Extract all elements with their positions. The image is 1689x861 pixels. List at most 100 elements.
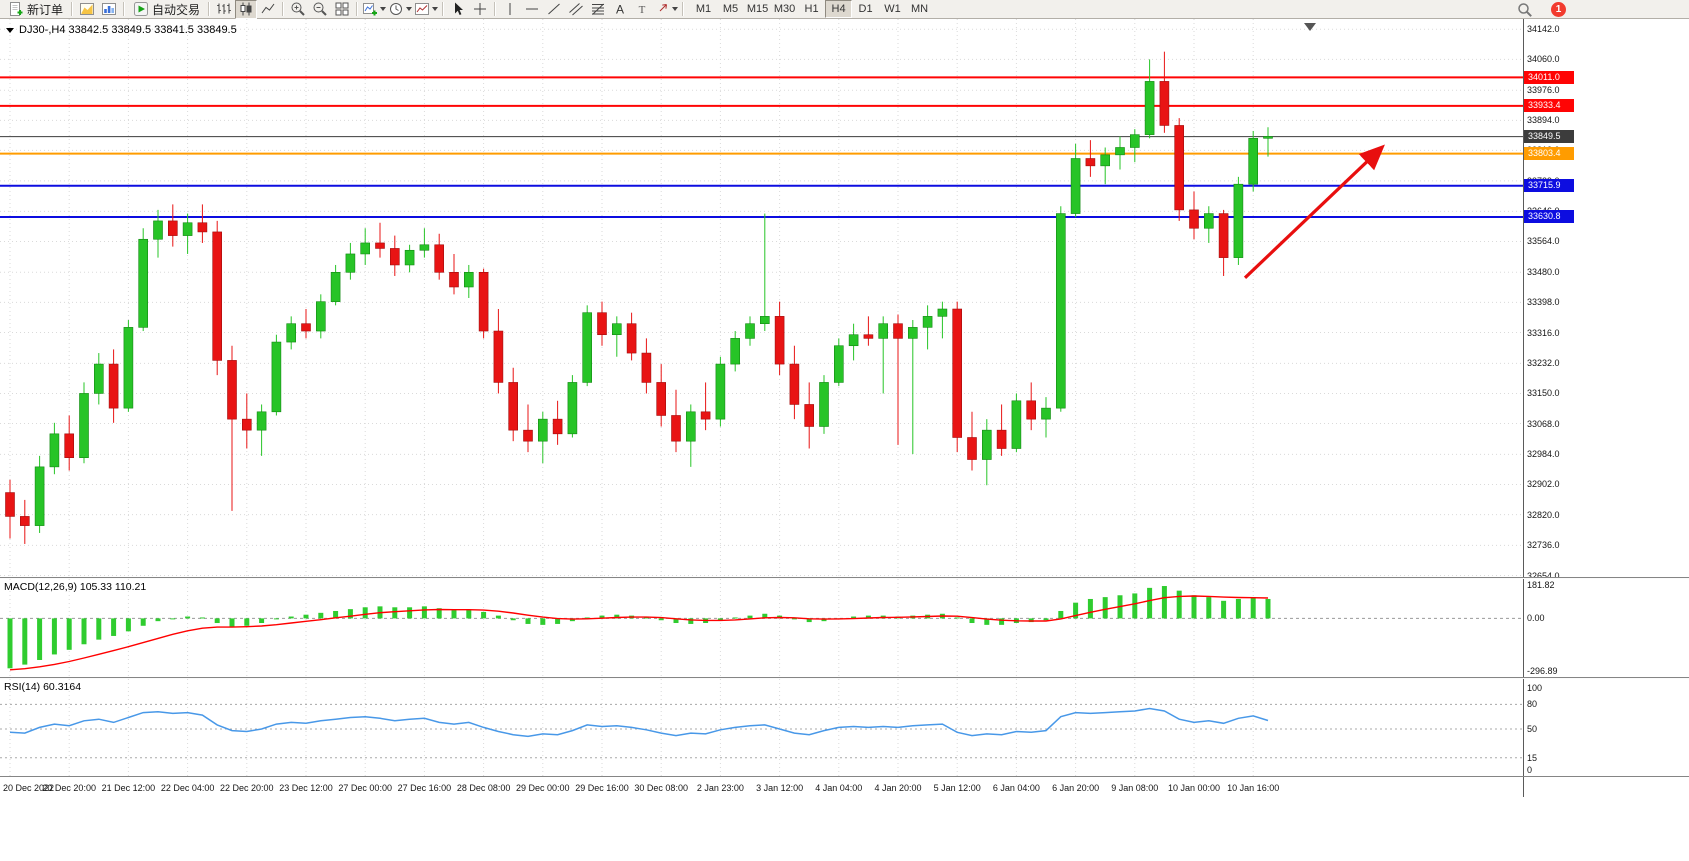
price-level-badge: 34011.0 bbox=[1524, 70, 1574, 84]
toolbar-separator bbox=[123, 2, 126, 16]
grid-horizontal bbox=[0, 28, 1523, 577]
toolbar-separator bbox=[682, 2, 685, 16]
vertical-line-button[interactable] bbox=[499, 0, 521, 19]
rsi-axis[interactable]: 100 80 50 15 0 bbox=[1524, 679, 1599, 776]
time-axis-label: 28 Dec 08:00 bbox=[456, 783, 511, 793]
notification-badge[interactable]: 1 bbox=[1551, 2, 1566, 17]
cursor-icon bbox=[455, 2, 464, 15]
zoom-in-button[interactable] bbox=[287, 0, 309, 19]
chart-shift-marker bbox=[1304, 23, 1316, 31]
rsi-axis-label: 80 bbox=[1527, 699, 1538, 710]
bar-chart-button[interactable] bbox=[213, 0, 235, 19]
time-axis-label: 27 Dec 16:00 bbox=[397, 783, 452, 793]
macd-axis-label: 181.82 bbox=[1527, 580, 1555, 590]
horizontal-line-icon bbox=[526, 8, 539, 10]
rsi-canvas[interactable] bbox=[0, 679, 1523, 776]
timeframe-w1[interactable]: W1 bbox=[884, 3, 901, 15]
timeframe-d1[interactable]: D1 bbox=[858, 3, 873, 15]
macd-axis[interactable]: 181.82 0.00 -296.89 bbox=[1524, 579, 1599, 677]
time-axis-label: 29 Dec 00:00 bbox=[516, 783, 570, 793]
autotrading-play-icon bbox=[134, 2, 149, 16]
macd-canvas[interactable] bbox=[0, 579, 1523, 677]
chart-symbol-info: DJ30-,H4 33842.5 33849.5 33841.5 33849.5 bbox=[6, 24, 237, 36]
time-axis[interactable]: 20 Dec 2022 20 Dec 20:00 21 Dec 12:00 22 De… bbox=[0, 777, 1689, 797]
trendline-button[interactable] bbox=[543, 0, 565, 19]
pane-splitter[interactable] bbox=[0, 677, 1689, 679]
price-axis-label: 33232.0 bbox=[1527, 358, 1560, 369]
timeframe-m5[interactable]: M5 bbox=[722, 3, 739, 15]
line-chart-button[interactable] bbox=[257, 0, 279, 19]
tile-windows-button[interactable] bbox=[331, 0, 353, 19]
arrow-tool-icon bbox=[659, 4, 668, 12]
label-button[interactable]: T bbox=[631, 0, 653, 19]
zoom-out-button[interactable] bbox=[309, 0, 331, 19]
price-axis-label: 32820.0 bbox=[1527, 509, 1560, 520]
candles-series bbox=[5, 51, 1273, 544]
pane-splitter[interactable] bbox=[0, 776, 1689, 777]
grid-vertical bbox=[9, 19, 1254, 577]
time-axis-label: 6 Jan 20:00 bbox=[1052, 783, 1100, 793]
timeframe-h4[interactable]: H4 bbox=[825, 0, 853, 18]
time-axis-label: 22 Dec 04:00 bbox=[160, 783, 215, 793]
time-axis-label: 27 Dec 00:00 bbox=[338, 783, 392, 793]
timeframe-m1[interactable]: M1 bbox=[695, 3, 712, 15]
toolbar: 新订单 自动交易 bbox=[0, 0, 1689, 19]
macd-axis-label: -296.89 bbox=[1527, 666, 1558, 676]
search-icon[interactable] bbox=[1517, 2, 1533, 18]
toolbar-separator bbox=[208, 2, 211, 16]
main-chart-canvas[interactable] bbox=[0, 19, 1523, 577]
timeframe-m15[interactable]: M15 bbox=[746, 3, 769, 15]
price-axis-label: 34142.0 bbox=[1527, 24, 1560, 35]
templates-button[interactable] bbox=[413, 0, 439, 19]
timeframe-m30[interactable]: M30 bbox=[773, 3, 796, 15]
price-axis-label: 33068.0 bbox=[1527, 418, 1560, 429]
fibonacci-button[interactable] bbox=[587, 0, 609, 19]
time-axis-label: 29 Dec 16:00 bbox=[575, 783, 629, 793]
tile-windows-icon bbox=[335, 2, 349, 16]
price-axis-label: 33398.0 bbox=[1527, 297, 1560, 308]
chevron-down-icon bbox=[432, 7, 439, 11]
line-chart-icon bbox=[261, 3, 275, 14]
rsi-axis-label: 50 bbox=[1527, 724, 1538, 734]
new-order-button[interactable]: 新订单 bbox=[3, 0, 68, 19]
chevron-down-icon bbox=[406, 7, 413, 11]
time-axis-label: 30 Dec 08:00 bbox=[634, 783, 688, 793]
indicators-button[interactable] bbox=[361, 0, 387, 19]
crosshair-button[interactable] bbox=[469, 0, 491, 19]
vertical-line-icon bbox=[509, 3, 511, 15]
pane-splitter[interactable] bbox=[0, 577, 1689, 579]
rsi-level-lines bbox=[0, 703, 1523, 759]
channel-icon bbox=[569, 3, 583, 16]
market-watch-button[interactable] bbox=[98, 0, 120, 19]
horizontal-line-button[interactable] bbox=[521, 0, 543, 19]
price-axis[interactable]: 34142.034060.033976.033894.033812.033729… bbox=[1524, 19, 1599, 581]
channel-button[interactable] bbox=[565, 0, 587, 19]
cursor-button[interactable] bbox=[447, 0, 469, 19]
macd-axis-label: 0.00 bbox=[1527, 613, 1545, 624]
new-order-icon bbox=[10, 2, 23, 16]
periods-button[interactable] bbox=[387, 0, 413, 19]
toolbar-separator bbox=[442, 2, 445, 16]
macd-label: MACD(12,26,9) 105.33 110.21 bbox=[4, 581, 147, 593]
arrows-button[interactable] bbox=[653, 0, 679, 19]
price-axis-label: 33894.0 bbox=[1527, 115, 1560, 126]
main-chart-pane: DJ30-,H4 33842.5 33849.5 33841.5 33849.5… bbox=[0, 19, 1689, 581]
svg-text:A: A bbox=[616, 3, 624, 17]
rsi-axis-label: 15 bbox=[1527, 752, 1538, 763]
timeframe-mn[interactable]: MN bbox=[910, 3, 929, 15]
chevron-down-icon[interactable] bbox=[6, 27, 14, 33]
ohlc-text: DJ30-,H4 33842.5 33849.5 33841.5 33849.5 bbox=[19, 24, 237, 36]
price-axis-label: 33976.0 bbox=[1527, 85, 1560, 96]
time-axis-label: 20 Dec 2022 bbox=[3, 783, 55, 793]
toolbar-separator bbox=[282, 2, 285, 16]
new-chart-button[interactable] bbox=[76, 0, 98, 19]
timeframe-h1[interactable]: H1 bbox=[804, 3, 819, 15]
candlestick-chart-button[interactable] bbox=[235, 0, 258, 19]
new-chart-icon bbox=[80, 3, 95, 15]
text-button[interactable]: A bbox=[609, 0, 631, 19]
price-axis-label: 33564.0 bbox=[1527, 236, 1560, 247]
toolbar-separator bbox=[494, 2, 497, 16]
autotrading-button[interactable]: 自动交易 bbox=[128, 0, 205, 19]
price-axis-label: 32654.0 bbox=[1527, 570, 1560, 581]
